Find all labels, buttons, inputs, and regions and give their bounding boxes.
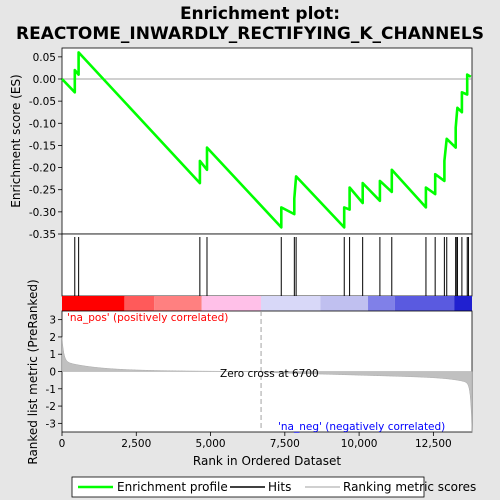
- es-tick-label: -0.30: [29, 207, 56, 219]
- color-bar-segment: [454, 296, 472, 311]
- hit-markers: [74, 237, 469, 296]
- es-axis-label: Enrichment score (ES): [9, 74, 23, 207]
- es-panel: [61, 47, 473, 235]
- rank-color-bar: [62, 296, 472, 311]
- color-bar-segment: [394, 296, 455, 311]
- x-tick-label: 10,000: [341, 438, 378, 450]
- color-bar-segment: [320, 296, 369, 311]
- color-bar-segment: [368, 296, 395, 311]
- legend: Enrichment profile Hits Ranking metric s…: [71, 476, 476, 498]
- es-tick-label: 0.05: [33, 52, 56, 64]
- x-tick-label: 5,000: [196, 438, 226, 450]
- metric-tick-label: -1: [46, 384, 56, 396]
- es-axis: 0.05 0.00 -0.05 -0.10 -0.15 -0.20 -0.25 -0.30 -0…: [29, 52, 62, 241]
- x-axis: 0 2,500 5,000 7,500 10,000 12,500: [59, 432, 452, 450]
- x-tick-label: 12,500: [415, 438, 452, 450]
- metric-tick-label: 2: [49, 332, 56, 344]
- es-tick-label: -0.25: [29, 185, 56, 197]
- color-bar-segment: [124, 296, 155, 311]
- ranking-metric-area: [61, 311, 473, 433]
- metric-tick-label: 3: [49, 315, 56, 327]
- chart-title-line2: REACTOME_INWARDLY_RECTIFYING_K_CHANNELS: [16, 24, 484, 44]
- x-tick-label: 7,500: [270, 438, 300, 450]
- es-tick-label: -0.35: [29, 229, 56, 241]
- es-tick-label: -0.15: [29, 140, 56, 152]
- x-tick-label: 0: [59, 438, 66, 450]
- color-bar-segment: [201, 296, 262, 311]
- metric-tick-label: 0: [49, 367, 56, 379]
- legend-es-label: Enrichment profile: [117, 480, 228, 494]
- x-axis-label: Rank in Ordered Dataset: [193, 454, 341, 468]
- es-tick-label: -0.20: [29, 163, 56, 175]
- es-profile-path: [61, 51, 472, 229]
- metric-axis: 3 2 1 0 -1 -2 -3: [46, 315, 62, 430]
- pos-correlated-label: 'na_pos' (positively correlated): [67, 312, 228, 324]
- hits-panel: [61, 233, 473, 297]
- es-profile-line: [61, 51, 472, 229]
- es-tick-label: 0.00: [33, 74, 56, 86]
- es-tick-label: -0.05: [29, 96, 56, 108]
- zero-cross-label: Zero cross at 6700: [220, 368, 319, 380]
- legend-metric-label: Ranking metric scores: [343, 480, 476, 494]
- metric-fill: [61, 336, 473, 433]
- color-bar-segment: [261, 296, 321, 311]
- chart-title-line1: Enrichment plot:: [180, 4, 340, 24]
- color-bar-segment: [62, 296, 125, 311]
- metric-tick-label: 1: [49, 349, 56, 361]
- neg-correlated-label: 'na_neg' (negatively correlated): [278, 421, 445, 433]
- color-bar-segment: [154, 296, 202, 311]
- metric-tick-label: -2: [46, 401, 56, 413]
- x-tick-label: 2,500: [121, 438, 151, 450]
- metric-tick-label: -3: [46, 418, 56, 430]
- metric-axis-label: Ranked list metric (PreRanked): [26, 279, 40, 464]
- es-tick-label: -0.10: [29, 118, 56, 130]
- legend-hits-label: Hits: [268, 480, 291, 494]
